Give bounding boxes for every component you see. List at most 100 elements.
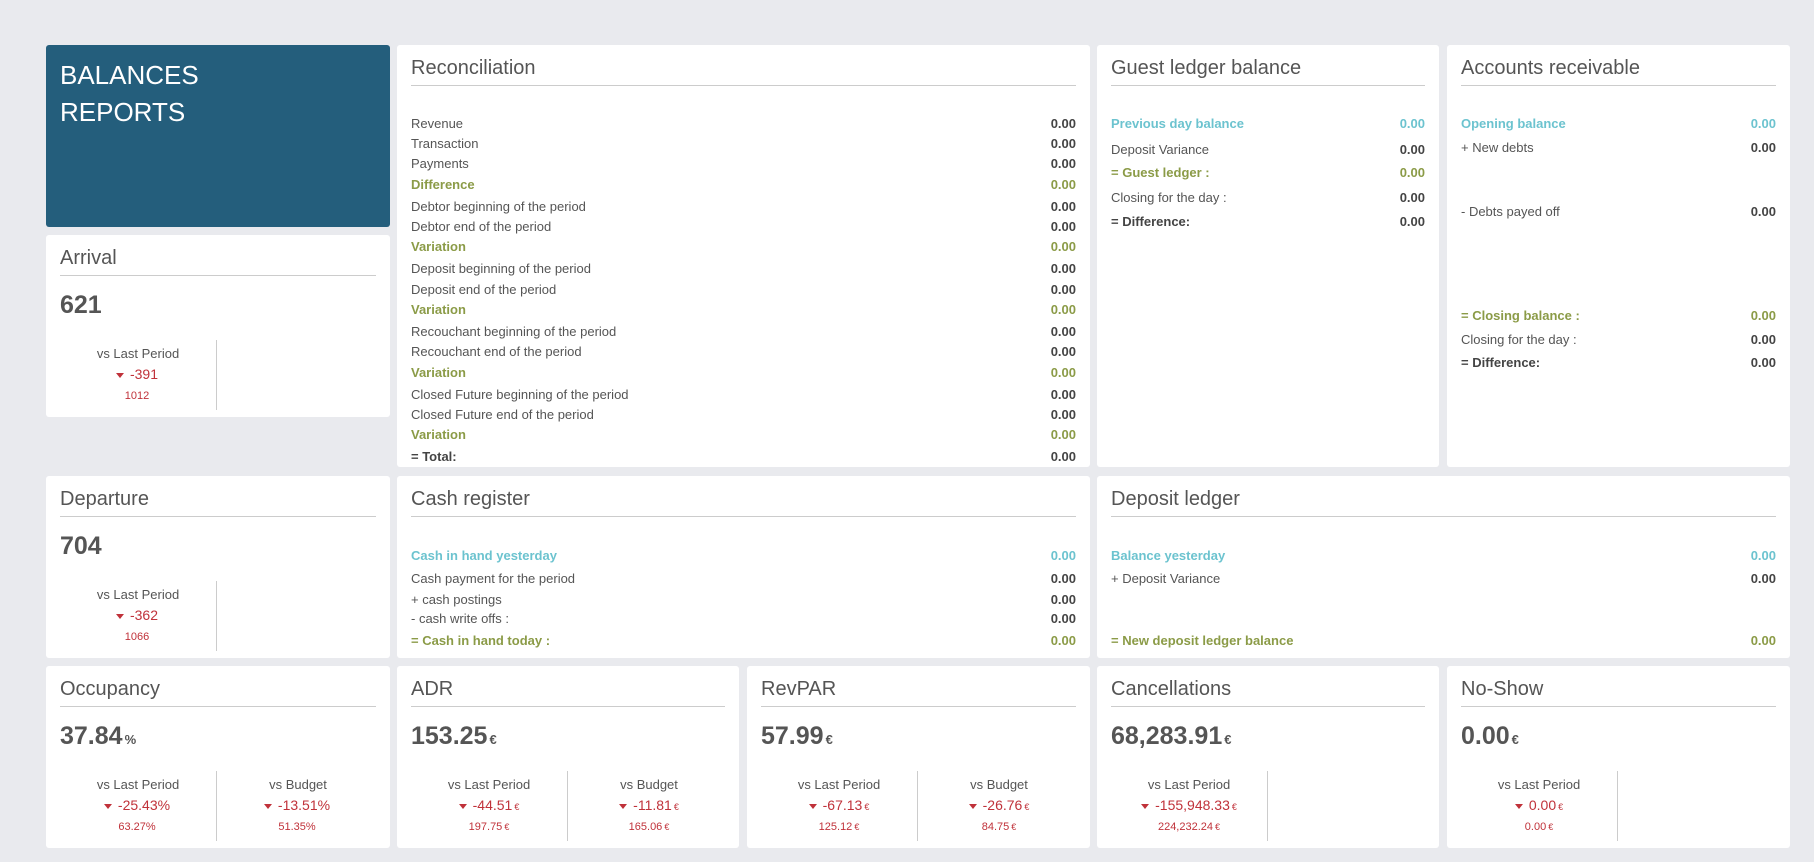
- comparison-reference: 125.12 €: [761, 818, 917, 836]
- row-value: 0.00: [1399, 142, 1425, 157]
- row-value: 0.00: [1399, 214, 1425, 229]
- comparison-last-period: vs Last Period 0.00 €0.00 €: [1461, 776, 1617, 836]
- row-label: - cash write offs :: [411, 611, 510, 626]
- divider: [917, 771, 918, 841]
- divider: [216, 771, 217, 841]
- arrival-kpi-card: Arrival 621 vs Last Period -391 1012: [46, 235, 390, 417]
- row-value: 0.00: [1399, 116, 1425, 131]
- row-label: Cash payment for the period: [411, 571, 576, 586]
- row-value: 0.00: [1050, 177, 1076, 192]
- reference-value: 125.12: [818, 821, 853, 833]
- list-row: Closed Future end of the period 0.00: [411, 407, 1076, 423]
- balances-reports-header: BALANCES REPORTS: [46, 45, 390, 227]
- card-title: ADR: [411, 676, 725, 707]
- row-label: Deposit end of the period: [411, 282, 557, 297]
- comparison-label: vs Last Period: [1497, 777, 1581, 792]
- list-row: Debtor beginning of the period 0.00: [411, 199, 1076, 215]
- row-value: 0.00: [1750, 204, 1776, 219]
- revpar-kpi-card: RevPAR 57.99 € vs Last Period -67.13 €125.12 €…: [747, 666, 1090, 848]
- card-title: Cash register: [411, 486, 1076, 517]
- comparison-delta: -67.13 €: [761, 794, 917, 818]
- kpi-number: 704: [60, 532, 102, 560]
- delta-unit: €: [673, 802, 679, 812]
- list-row: Deposit beginning of the period 0.00: [411, 261, 1076, 277]
- comparison-reference: 84.75 €: [921, 818, 1077, 836]
- comparison-last-period: vs Last Period -67.13 €125.12 €: [761, 776, 917, 836]
- caret-down-icon: [115, 613, 124, 619]
- kpi-number: 68,283.91: [1111, 722, 1223, 750]
- list-row: Difference 0.00: [411, 177, 1076, 193]
- delta-value: -67.13: [822, 797, 863, 813]
- delta-unit: €: [1231, 802, 1237, 812]
- card-title: Guest ledger balance: [1111, 55, 1425, 86]
- list-row: Variation 0.00: [411, 427, 1076, 443]
- kpi-unit: €: [489, 732, 497, 747]
- list-row: Variation 0.00: [411, 239, 1076, 255]
- kpi-unit: €: [1511, 732, 1519, 747]
- comparison-budget: vs Budget -13.51% 51.35%: [220, 776, 376, 836]
- row-label: Closing for the day :: [1461, 332, 1577, 347]
- row-value: 0.00: [1050, 302, 1076, 317]
- comparison-label: vs Budget: [269, 777, 327, 792]
- cash-register-card: Cash register Cash in hand yesterday 0.00…: [397, 476, 1090, 658]
- row-value: 0.00: [1050, 449, 1076, 464]
- delta-value: 0.00: [1528, 797, 1557, 813]
- row-value: 0.00: [1050, 387, 1076, 402]
- list-row: Balance yesterday 0.00: [1111, 548, 1776, 564]
- row-value: 0.00: [1050, 324, 1076, 339]
- row-value: 0.00: [1050, 571, 1076, 586]
- list-row: - cash write offs : 0.00: [411, 611, 1076, 627]
- row-label: = New deposit ledger balance: [1111, 633, 1294, 648]
- row-label: = Guest ledger :: [1111, 165, 1210, 180]
- list-row: = Difference: 0.00: [1111, 214, 1425, 230]
- kpi-unit: €: [825, 732, 833, 747]
- reference-value: 1066: [124, 631, 150, 643]
- reference-unit: €: [854, 822, 860, 832]
- comparison-label: vs Budget: [620, 777, 678, 792]
- caret-down-icon: [115, 372, 124, 378]
- row-label: Closing for the day :: [1111, 190, 1227, 205]
- comparison-label: vs Last Period: [96, 346, 180, 361]
- kpi-unit: %: [124, 732, 137, 747]
- comparison-last-period: vs Last Period -25.43% 63.27%: [60, 776, 216, 836]
- row-label: = Total:: [411, 449, 457, 464]
- comparison-label: vs Budget: [970, 777, 1028, 792]
- row-value: 0.00: [1050, 592, 1076, 607]
- row-value: 0.00: [1050, 633, 1076, 648]
- delta-unit: €: [1558, 802, 1564, 812]
- delta-value: -13.51%: [277, 797, 331, 813]
- caret-down-icon: [103, 803, 112, 809]
- reference-unit: €: [664, 822, 670, 832]
- delta-value: -155,948.33: [1155, 797, 1230, 813]
- kpi-unit: €: [1224, 732, 1232, 747]
- caret-down-icon: [458, 803, 467, 809]
- row-label: + cash postings: [411, 592, 502, 607]
- delta-value: -391: [129, 366, 159, 382]
- caret-down-icon: [808, 803, 817, 809]
- row-label: Recouchant beginning of the period: [411, 324, 617, 339]
- row-label: + New debts: [1461, 140, 1534, 155]
- noshow-kpi-card: No-Show 0.00 € vs Last Period 0.00 €0.00 €: [1447, 666, 1790, 848]
- row-value: 0.00: [1050, 136, 1076, 151]
- row-label: Variation: [411, 365, 466, 380]
- comparison-label: vs Last Period: [96, 777, 180, 792]
- list-row: Deposit end of the period 0.00: [411, 282, 1076, 298]
- row-value: 0.00: [1050, 261, 1076, 276]
- row-label: Debtor end of the period: [411, 219, 552, 234]
- list-row: = Cash in hand today : 0.00: [411, 633, 1076, 649]
- reference-unit: €: [1548, 822, 1554, 832]
- list-row: Debtor end of the period 0.00: [411, 219, 1076, 235]
- comparison-last-period: vs Last Period -391 1012: [60, 345, 216, 405]
- row-label: = Difference:: [1111, 214, 1191, 229]
- accounts-receivable-card: Accounts receivable Opening balance 0.00 +…: [1447, 45, 1790, 467]
- list-row: Opening balance 0.00: [1461, 116, 1776, 132]
- row-value: 0.00: [1050, 548, 1076, 563]
- list-row: = Total: 0.00: [411, 449, 1076, 465]
- list-row: Revenue 0.00: [411, 116, 1076, 132]
- kpi-number: 37.84: [60, 722, 123, 750]
- list-row: + cash postings 0.00: [411, 592, 1076, 608]
- adr-kpi-card: ADR 153.25 € vs Last Period -44.51 €197.75 € vs…: [397, 666, 739, 848]
- row-label: Closed Future beginning of the period: [411, 387, 629, 402]
- row-label: = Difference:: [1461, 355, 1541, 370]
- row-label: Deposit beginning of the period: [411, 261, 591, 276]
